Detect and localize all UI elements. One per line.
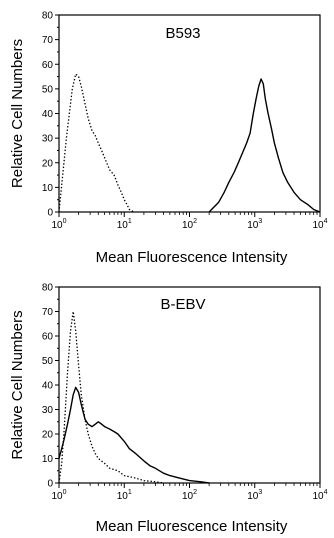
x-tick-exponent: 2 [193, 218, 197, 225]
y-tick-label: 10 [42, 183, 54, 194]
y-axis-label: Relative Cell Numbers [9, 310, 26, 459]
chart-title: B-EBV [160, 296, 205, 313]
y-tick-label: 50 [42, 356, 54, 367]
chart-title: B593 [165, 25, 200, 42]
x-tick-label: 102 [182, 218, 197, 231]
x-tick-label: 100 [51, 489, 66, 502]
x-tick-exponent: 1 [128, 218, 132, 225]
y-tick-label: 40 [42, 109, 54, 120]
x-tick-base: 10 [182, 491, 194, 502]
x-tick-base: 10 [182, 220, 194, 231]
plot-frame [58, 14, 321, 213]
x-tick-exponent: 0 [63, 218, 67, 225]
y-tick-label: 0 [47, 479, 53, 490]
x-tick-base: 10 [117, 220, 129, 231]
y-tick-label: 20 [42, 430, 54, 441]
y-tick-label: 30 [42, 134, 54, 145]
x-tick-label: 100 [51, 218, 66, 231]
x-tick-label: 103 [247, 218, 262, 231]
x-tick-base: 10 [247, 220, 259, 231]
y-tick-label: 80 [42, 283, 54, 294]
y-tick-label: 60 [42, 60, 54, 71]
y-axis-label: Relative Cell Numbers [9, 39, 26, 188]
x-tick-label: 103 [247, 489, 262, 502]
x-tick-exponent: 1 [128, 489, 132, 496]
x-tick-exponent: 0 [63, 489, 67, 496]
y-tick-label: 60 [42, 332, 54, 343]
x-tick-label: 104 [312, 489, 327, 502]
y-tick-label: 40 [42, 381, 54, 392]
x-tick-exponent: 3 [258, 218, 262, 225]
x-tick-label: 102 [182, 489, 197, 502]
y-tick-label: 20 [42, 158, 54, 169]
x-axis-label: Mean Fluorescence Intensity [96, 249, 288, 266]
solid-histogram-line [208, 78, 321, 213]
x-tick-base: 10 [312, 491, 324, 502]
x-tick-exponent: 4 [324, 218, 328, 225]
x-tick-exponent: 2 [193, 489, 197, 496]
x-tick-base: 10 [51, 220, 63, 231]
solid-histogram-line [58, 386, 210, 484]
dotted-histogram-line [58, 310, 164, 484]
y-tick-label: 30 [42, 405, 54, 416]
y-tick-label: 50 [42, 84, 54, 95]
y-tick-label: 70 [42, 307, 54, 318]
y-tick-label: 80 [42, 11, 54, 22]
x-tick-base: 10 [312, 220, 324, 231]
x-tick-label: 101 [117, 218, 132, 231]
x-tick-label: 104 [312, 218, 327, 231]
y-tick-label: 70 [42, 35, 54, 46]
x-tick-base: 10 [247, 491, 259, 502]
y-tick-label: 0 [47, 208, 53, 219]
x-tick-exponent: 3 [258, 489, 262, 496]
plot-frame [58, 286, 321, 484]
x-tick-exponent: 4 [324, 489, 328, 496]
dotted-histogram-line [58, 73, 135, 213]
y-tick-label: 10 [42, 454, 54, 465]
x-tick-base: 10 [51, 491, 63, 502]
x-tick-base: 10 [117, 491, 129, 502]
x-axis-label: Mean Fluorescence Intensity [96, 518, 288, 535]
x-tick-label: 101 [117, 489, 132, 502]
